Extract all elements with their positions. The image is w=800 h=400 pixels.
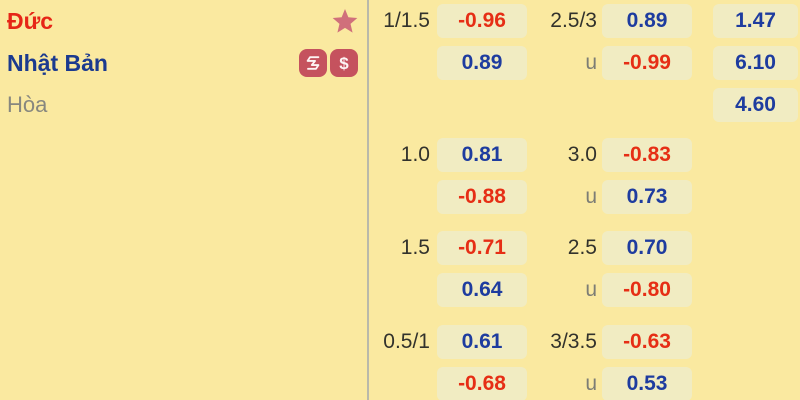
odds-row: 0.5/1 0.61 3/3.5 -0.63 bbox=[369, 325, 800, 359]
bet-slip-button[interactable] bbox=[299, 49, 327, 77]
odds-cell-over[interactable]: 0.70 bbox=[602, 231, 692, 265]
odds-cell-handicap-home[interactable]: 0.81 bbox=[437, 138, 527, 172]
favorite-button[interactable] bbox=[331, 8, 358, 35]
odds-row: -0.68 u 0.53 bbox=[369, 367, 800, 400]
handicap-line-label: 0.5/1 bbox=[383, 330, 430, 353]
handicap-line-label: 1.5 bbox=[400, 236, 430, 259]
under-label: u bbox=[585, 372, 597, 395]
odds-cell-handicap-away[interactable]: -0.68 bbox=[437, 367, 527, 400]
under-label: u bbox=[585, 185, 597, 208]
ou-line-label: 3.0 bbox=[567, 143, 597, 166]
odds-row: 0.64 u -0.80 bbox=[369, 273, 800, 307]
odds-cell-over[interactable]: -0.83 bbox=[602, 138, 692, 172]
odds-row: 0.89 u -0.99 6.10 bbox=[369, 46, 800, 80]
handicap-line-label: 1/1.5 bbox=[383, 9, 430, 32]
odds-cell-handicap-away[interactable]: 0.89 bbox=[437, 46, 527, 80]
odds-cell-under[interactable]: -0.80 bbox=[602, 273, 692, 307]
odds-cell-handicap-away[interactable]: -0.88 bbox=[437, 180, 527, 214]
dollar-icon: $ bbox=[339, 53, 349, 73]
odds-cell-under[interactable]: -0.99 bbox=[602, 46, 692, 80]
under-label: u bbox=[585, 51, 597, 74]
away-team-row: Nhật Bản $ bbox=[0, 46, 367, 80]
odds-row: 1.5 -0.71 2.5 0.70 bbox=[369, 231, 800, 265]
odds-row: -0.88 u 0.73 bbox=[369, 180, 800, 214]
odds-cell-handicap-away[interactable]: 0.64 bbox=[437, 273, 527, 307]
draw-row: Hòa bbox=[0, 88, 367, 122]
dollar-button[interactable]: $ bbox=[330, 49, 358, 77]
ou-line-label: 2.5 bbox=[567, 236, 597, 259]
odds-cell-handicap-home[interactable]: 0.61 bbox=[437, 325, 527, 359]
odds-cell-handicap-home[interactable]: -0.96 bbox=[437, 4, 527, 38]
odds-cell-over[interactable]: 0.89 bbox=[602, 4, 692, 38]
odds-cell-handicap-home[interactable]: -0.71 bbox=[437, 231, 527, 265]
ou-line-label: 2.5/3 bbox=[550, 9, 597, 32]
odds-cell-under[interactable]: 0.53 bbox=[602, 367, 692, 400]
odds-cell-win-away[interactable]: 6.10 bbox=[713, 46, 798, 80]
under-label: u bbox=[585, 278, 597, 301]
odds-row: 1/1.5 -0.96 2.5/3 0.89 1.47 bbox=[369, 4, 800, 38]
bet-slip-icon bbox=[306, 56, 320, 70]
odds-cell-over[interactable]: -0.63 bbox=[602, 325, 692, 359]
ou-line-label: 3/3.5 bbox=[550, 330, 597, 353]
handicap-line-label: 1.0 bbox=[400, 143, 430, 166]
odds-cell-win-draw[interactable]: 4.60 bbox=[713, 88, 798, 122]
home-team-row: Đức bbox=[0, 4, 367, 38]
star-icon bbox=[332, 8, 357, 33]
odds-cell-under[interactable]: 0.73 bbox=[602, 180, 692, 214]
draw-label: Hòa bbox=[7, 92, 48, 117]
odds-row: 4.60 bbox=[369, 88, 800, 122]
vertical-divider bbox=[367, 0, 369, 400]
away-team-name: Nhật Bản bbox=[7, 49, 108, 76]
home-team-name: Đức bbox=[7, 7, 54, 34]
spacer bbox=[369, 105, 713, 106]
odds-cell-win-home[interactable]: 1.47 bbox=[713, 4, 798, 38]
match-badges: $ bbox=[299, 49, 358, 77]
odds-row: 1.0 0.81 3.0 -0.83 bbox=[369, 138, 800, 172]
